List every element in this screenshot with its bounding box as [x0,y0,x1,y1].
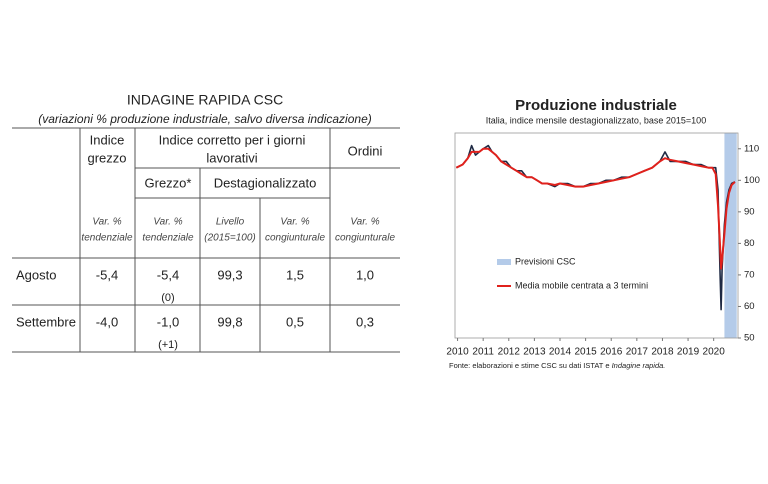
cell: 1,0 [356,267,374,282]
x-tick-label: 2010 [446,347,469,358]
unit-label: tendenziale [81,233,133,244]
plot-frame [454,132,739,339]
x-tick-label: 2013 [523,347,546,358]
cell: -5,4 [96,267,118,282]
x-tick-label: 2014 [549,347,572,358]
source: Fonte: elaborazioni e stime CSC su dati … [449,361,665,370]
y-tick-label: 80 [744,238,755,249]
x-tick-label: 2018 [651,347,674,358]
unit-label: (2015=100) [204,233,255,244]
cell: 0,5 [286,314,304,329]
cell: 0,3 [356,314,374,329]
cell-note: (+1) [158,339,178,351]
unit-label: tendenziale [142,233,194,244]
unit-label: congiunturale [335,233,395,244]
x-tick-label: 2016 [600,347,623,358]
header: Indice [90,132,125,147]
x-tick-label: 2017 [626,347,649,358]
table-subtitle: (variazioni % produzione industriale, sa… [38,112,372,126]
y-tick-label: 70 [744,269,755,280]
row-label: Agosto [16,267,56,282]
cell: 99,8 [217,314,242,329]
header: Indice corretto per i giorni [159,132,306,147]
legend-swatch [497,259,511,265]
source-text: Fonte: elaborazioni e stime CSC su dati … [449,361,610,370]
header: Ordini [348,143,383,158]
header: lavorativi [206,150,257,165]
subheader: Destagionalizzato [214,175,317,190]
table-title: INDAGINE RAPIDA CSC [127,92,283,108]
cell: -5,4 [157,267,179,282]
x-tick-label: 2020 [703,347,726,358]
y-tick-label: 60 [744,301,755,312]
unit-label: Var. % [350,217,379,228]
cell: -1,0 [157,314,179,329]
x-tick-label: 2019 [677,347,700,358]
unit-label: Var. % [153,217,182,228]
source-italic: Indagine rapida. [612,361,666,370]
legend-label: Previsioni CSC [515,256,576,266]
subheader: Grezzo* [145,175,192,190]
y-tick-label: 110 [744,143,759,154]
x-tick-label: 2012 [498,347,521,358]
cell: 99,3 [217,267,242,282]
cell: -4,0 [96,314,118,329]
row-label: Settembre [16,314,76,329]
unit-label: congiunturale [265,233,325,244]
series-line [455,147,736,270]
legend-label: Media mobile centrata a 3 termini [515,280,648,290]
y-tick-label: 100 [744,175,760,186]
y-tick-label: 50 [744,333,755,344]
x-tick-label: 2015 [574,347,597,358]
chart-subtitle: Italia, indice mensile destagionalizzato… [486,115,706,125]
unit-label: Var. % [280,217,309,228]
y-tick-label: 90 [744,206,755,217]
chart-title: Produzione industriale [515,97,677,114]
forecast-band [724,133,737,338]
x-tick-label: 2011 [472,347,494,358]
cell: 1,5 [286,267,304,282]
header: grezzo [87,150,126,165]
unit-label: Livello [216,217,245,228]
unit-label: Var. % [92,217,121,228]
cell-note: (0) [161,292,174,304]
